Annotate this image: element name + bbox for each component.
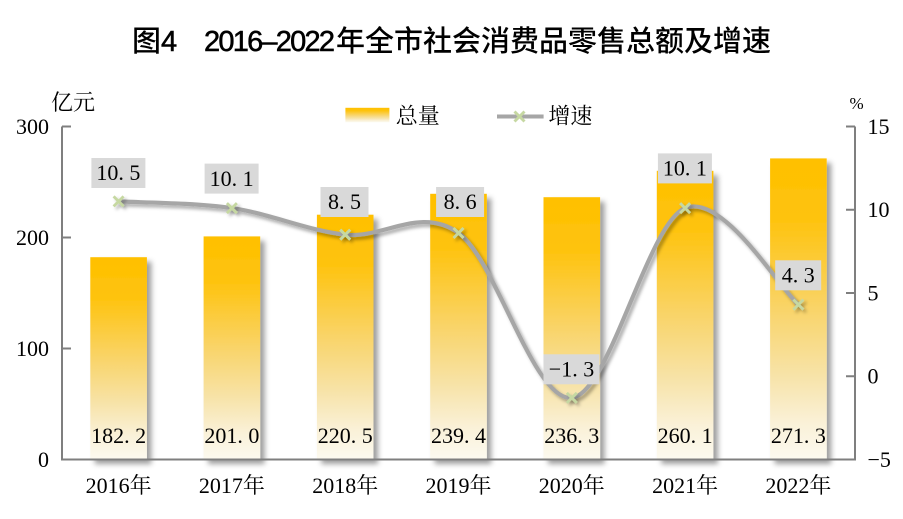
svg-text:239. 4: 239. 4 <box>431 423 486 448</box>
svg-text:0: 0 <box>868 364 879 389</box>
svg-text:8. 5: 8. 5 <box>328 189 361 214</box>
svg-text:−5: −5 <box>868 447 891 472</box>
svg-text:2020年: 2020年 <box>539 473 605 498</box>
svg-text:年全市社会消费品零售总额及增速: 年全市社会消费品零售总额及增速 <box>336 18 771 60</box>
svg-text:201. 0: 201. 0 <box>204 423 259 448</box>
svg-text:10. 1: 10. 1 <box>210 166 254 191</box>
svg-text:亿元: 亿元 <box>51 86 95 117</box>
svg-text:−1. 3: −1. 3 <box>549 357 594 382</box>
svg-text:10. 5: 10. 5 <box>96 160 140 185</box>
svg-text:2017年: 2017年 <box>199 473 265 498</box>
svg-text:100: 100 <box>16 336 49 361</box>
svg-text:8. 6: 8. 6 <box>444 189 477 214</box>
svg-text:260. 1: 260. 1 <box>658 423 713 448</box>
svg-text:2016–2022: 2016–2022 <box>204 26 335 58</box>
svg-text:2022年: 2022年 <box>765 473 831 498</box>
svg-text:2019年: 2019年 <box>425 473 491 498</box>
svg-text:182. 2: 182. 2 <box>91 423 146 448</box>
svg-text:10. 1: 10. 1 <box>663 156 707 181</box>
svg-text:增速: 增速 <box>548 100 592 131</box>
svg-text:4. 3: 4. 3 <box>782 263 815 288</box>
svg-text:%: % <box>850 94 864 113</box>
svg-text:15: 15 <box>868 114 890 139</box>
svg-text:2018年: 2018年 <box>312 473 378 498</box>
svg-text:271. 3: 271. 3 <box>771 423 826 448</box>
svg-text:图: 图 <box>132 18 161 60</box>
svg-text:300: 300 <box>16 114 49 139</box>
svg-text:236. 3: 236. 3 <box>544 423 599 448</box>
svg-text:4: 4 <box>161 26 177 58</box>
svg-text:0: 0 <box>38 447 49 472</box>
svg-text:220. 5: 220. 5 <box>318 423 373 448</box>
svg-text:10: 10 <box>868 197 890 222</box>
svg-text:总量: 总量 <box>396 100 440 131</box>
svg-text:2016年: 2016年 <box>86 473 152 498</box>
svg-text:200: 200 <box>16 225 49 250</box>
svg-text:2021年: 2021年 <box>652 473 718 498</box>
svg-text:5: 5 <box>868 280 879 305</box>
